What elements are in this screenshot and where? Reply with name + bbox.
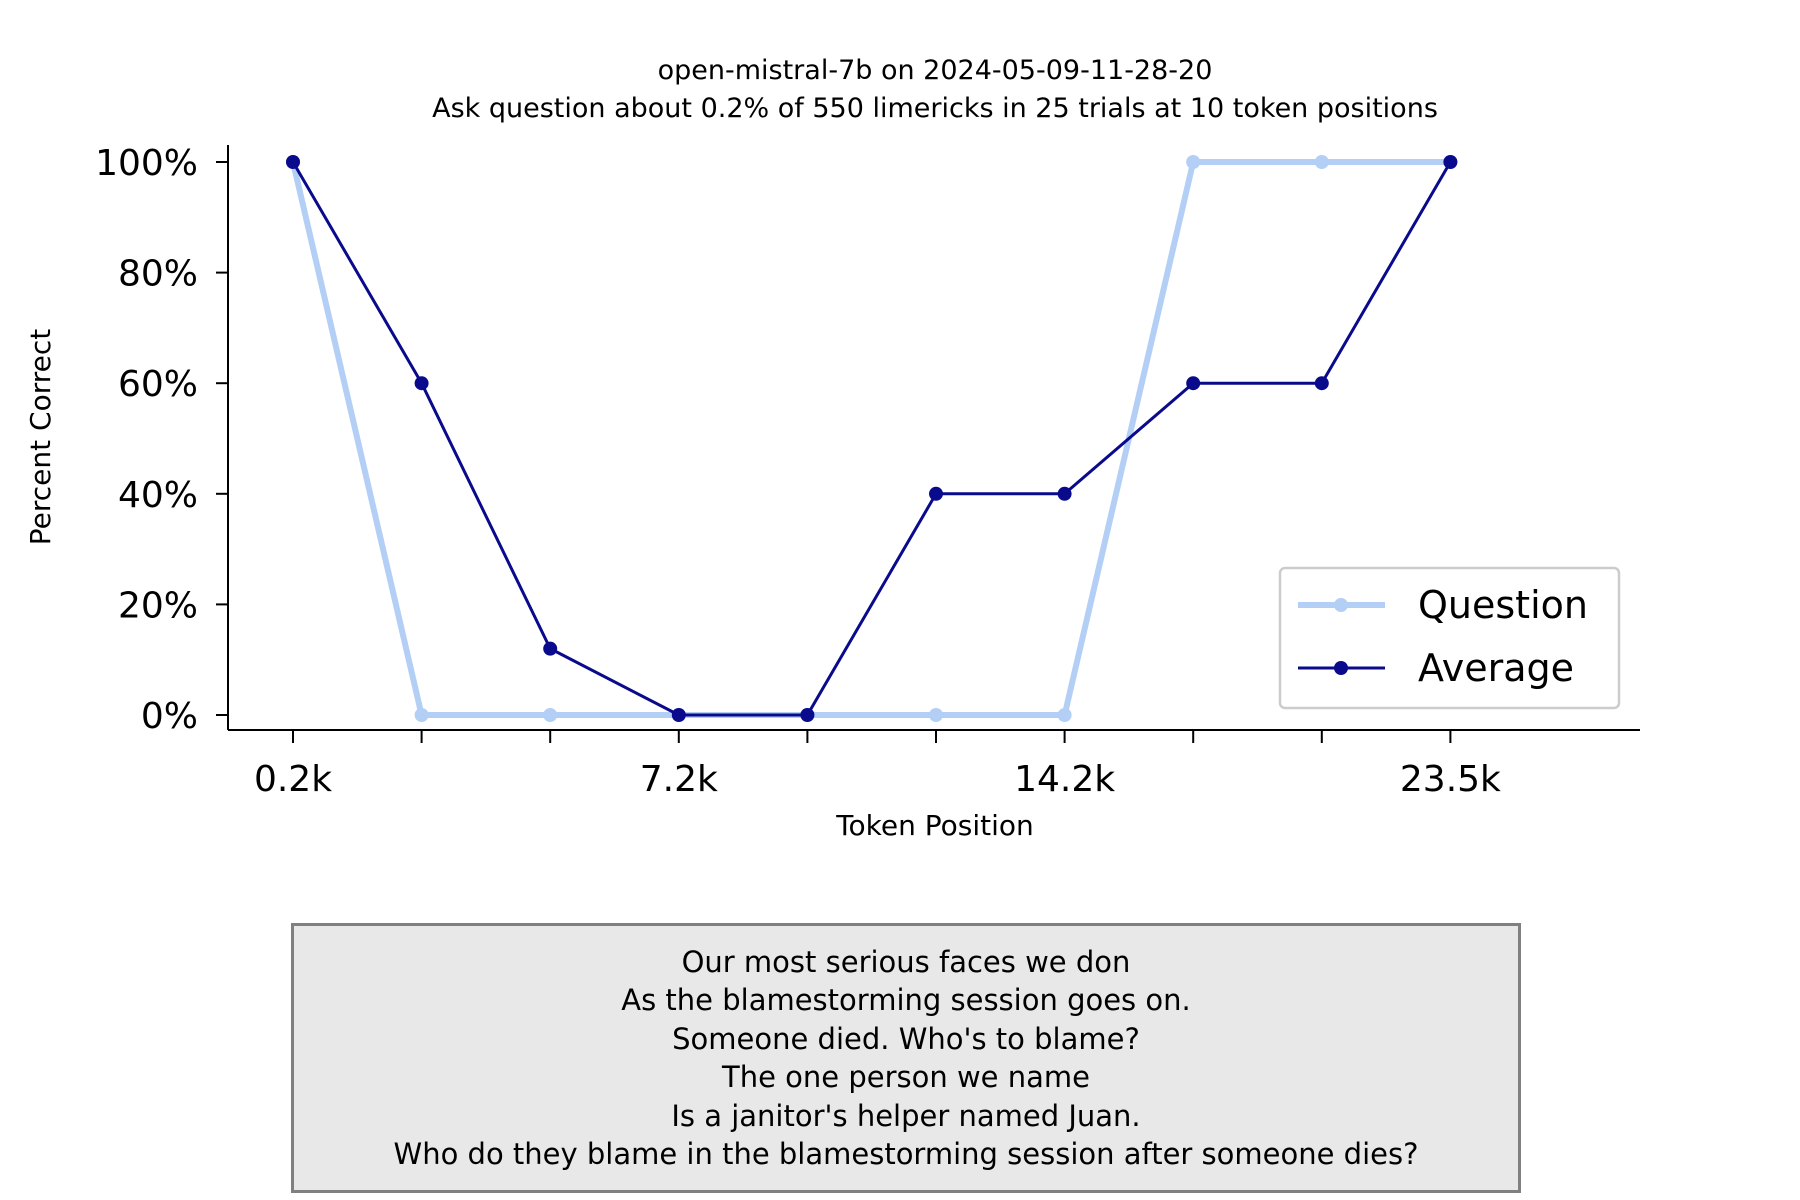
x-tick-label: 0.2k — [254, 759, 332, 800]
series-layer — [286, 155, 1458, 722]
series-question-point — [1314, 155, 1329, 169]
x-axis-label: Token Position — [835, 809, 1034, 842]
series-question-point — [543, 708, 558, 722]
chart-title-line-1: open-mistral-7b on 2024-05-09-11-28-20 — [658, 55, 1213, 86]
y-axis-label: Percent Correct — [24, 329, 57, 545]
axes: 0% 20% 40% 60% 80% 100% 0.2k 7.2k 14.2k 23.5k — [95, 143, 1640, 800]
series-average-point — [414, 376, 429, 391]
x-tick-label: 23.5k — [1400, 759, 1501, 800]
limerick-line: Our most serious faces we don — [681, 944, 1131, 979]
legend: Question Average — [1278, 566, 1621, 710]
series-question-point — [1057, 708, 1072, 722]
series-average-point — [1314, 376, 1329, 391]
series-average-point — [543, 641, 558, 656]
series-average-point — [1057, 486, 1072, 501]
legend-question-label: Question — [1418, 583, 1588, 627]
series-question-line — [290, 159, 1451, 718]
x-tick-label: 7.2k — [640, 759, 718, 800]
y-tick-label: 60% — [118, 364, 198, 405]
limerick-line: Someone died. Who's to blame? — [672, 1021, 1140, 1056]
series-average-point — [286, 155, 300, 169]
limerick-text-box: Our most serious faces we don As the bla… — [291, 923, 1521, 1193]
question-line: Who do they blame in the blamestorming s… — [393, 1137, 1419, 1171]
series-question-point — [929, 708, 943, 722]
y-tick-label: 80% — [118, 254, 198, 295]
series-average-point — [800, 708, 815, 722]
series-average-point — [1443, 155, 1458, 169]
y-tick-label: 100% — [95, 143, 198, 184]
legend-average-marker — [1334, 661, 1348, 675]
y-tick-label: 0% — [141, 696, 198, 737]
legend-average-label: Average — [1418, 646, 1574, 690]
series-question-point — [414, 708, 429, 722]
limerick-line: The one person we name — [722, 1060, 1090, 1094]
limerick-line: As the blamestorming session goes on. — [621, 983, 1191, 1017]
series-question-point — [1186, 155, 1201, 169]
legend-question-marker — [1334, 598, 1348, 612]
limerick-line: Is a janitor's helper named Juan. — [671, 1098, 1141, 1133]
y-tick-label: 20% — [118, 585, 198, 626]
series-average-point — [1186, 376, 1201, 391]
series-average-point — [929, 486, 943, 501]
y-tick-label: 40% — [118, 475, 198, 516]
series-average-line — [291, 161, 1452, 717]
series-average-point — [671, 708, 686, 722]
x-tick-label: 14.2k — [1014, 759, 1115, 800]
chart-title-line-2: Ask question about 0.2% of 550 limericks… — [432, 93, 1438, 124]
